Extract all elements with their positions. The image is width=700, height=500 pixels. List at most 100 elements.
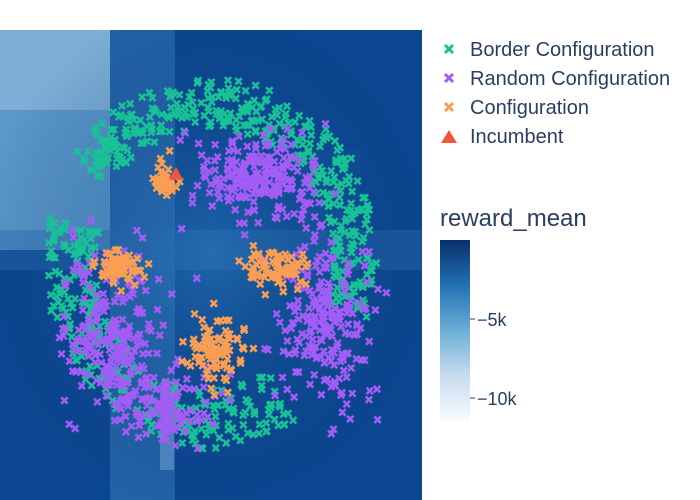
- random-point: [138, 349, 148, 358]
- random-point: [336, 357, 345, 366]
- random-point: [331, 189, 340, 198]
- legend-item-incumbent[interactable]: Incumbent: [441, 126, 564, 148]
- random-point: [88, 333, 97, 342]
- border-point: [362, 209, 371, 219]
- random-point: [69, 233, 78, 242]
- random-point: [186, 406, 195, 416]
- configuration-point: [296, 277, 305, 286]
- border-point: [223, 76, 233, 85]
- border-point: [94, 228, 103, 237]
- border-point: [234, 77, 243, 86]
- configuration-point: [275, 267, 284, 276]
- random-point: [305, 380, 315, 389]
- random-point: [125, 322, 134, 331]
- border-point: [224, 405, 233, 414]
- border-point: [126, 110, 135, 120]
- random-point: [227, 139, 237, 148]
- border-point: [330, 264, 340, 273]
- random-point: [243, 208, 253, 217]
- legend-item-random[interactable]: Random Configuration: [443, 68, 670, 90]
- random-point: [227, 172, 237, 181]
- border-point: [274, 421, 283, 430]
- legend-marker-incumbent: [441, 130, 457, 143]
- random-point: [329, 380, 339, 389]
- random-point: [105, 345, 114, 355]
- random-point: [106, 330, 115, 339]
- random-point: [135, 416, 144, 425]
- border-point: [222, 93, 231, 103]
- random-point: [288, 318, 298, 327]
- configuration-point: [298, 250, 307, 259]
- random-point: [114, 331, 123, 340]
- colorbar-title: reward_mean: [440, 205, 587, 232]
- random-point: [65, 356, 74, 366]
- random-point: [61, 278, 70, 287]
- border-point: [345, 231, 354, 240]
- random-point: [145, 393, 154, 402]
- configuration-point: [144, 259, 153, 268]
- random-point: [241, 171, 250, 180]
- configuration-point: [162, 191, 171, 200]
- border-point: [293, 135, 302, 144]
- random-point: [322, 263, 331, 273]
- random-point: [364, 395, 374, 404]
- configuration-point: [199, 323, 209, 332]
- legend-item-border[interactable]: Border Configuration: [443, 39, 655, 61]
- random-point: [280, 135, 289, 144]
- configuration-point: [247, 267, 256, 277]
- random-point: [305, 341, 314, 351]
- random-point: [310, 212, 319, 222]
- random-point: [193, 181, 202, 190]
- border-point: [346, 199, 356, 208]
- random-point: [293, 166, 302, 176]
- border-point: [122, 130, 131, 139]
- scatter-points: [44, 76, 391, 453]
- random-point: [156, 418, 166, 427]
- border-point: [270, 415, 279, 424]
- border-point: [63, 294, 73, 303]
- border-point: [284, 119, 293, 128]
- legend-item-configuration[interactable]: Configuration: [443, 97, 589, 119]
- border-point: [136, 127, 146, 137]
- random-point: [93, 327, 102, 336]
- legend: Border Configuration Random Configuratio…: [441, 39, 670, 148]
- border-point: [61, 218, 70, 228]
- border-point: [319, 171, 328, 180]
- random-point: [333, 338, 342, 348]
- random-point: [182, 374, 192, 384]
- random-point: [72, 259, 81, 268]
- random-point: [250, 206, 259, 215]
- random-point: [243, 142, 252, 151]
- random-point: [85, 282, 95, 292]
- random-point: [275, 318, 285, 327]
- border-point: [327, 166, 336, 175]
- random-point: [259, 186, 268, 195]
- random-point: [330, 318, 339, 327]
- random-point: [252, 171, 261, 180]
- border-point: [241, 86, 250, 95]
- random-point: [326, 238, 336, 247]
- legend-label-incumbent: Incumbent: [470, 126, 564, 148]
- border-point: [137, 92, 147, 102]
- random-point: [104, 376, 113, 386]
- configuration-point: [128, 267, 137, 277]
- random-point: [135, 329, 144, 339]
- border-point: [251, 81, 260, 90]
- border-point: [165, 127, 174, 136]
- random-point: [249, 189, 258, 199]
- border-point: [267, 112, 277, 122]
- random-point: [323, 288, 332, 297]
- random-point: [93, 303, 102, 313]
- random-point: [153, 305, 162, 314]
- random-point: [321, 119, 330, 128]
- random-point: [295, 338, 304, 347]
- random-point: [227, 194, 236, 203]
- random-point: [121, 427, 131, 436]
- random-point: [90, 251, 100, 260]
- configuration-point: [108, 255, 117, 264]
- random-point: [110, 297, 119, 306]
- configuration-point: [233, 335, 242, 344]
- border-point: [243, 129, 252, 139]
- random-point: [315, 284, 324, 293]
- random-point: [300, 242, 309, 251]
